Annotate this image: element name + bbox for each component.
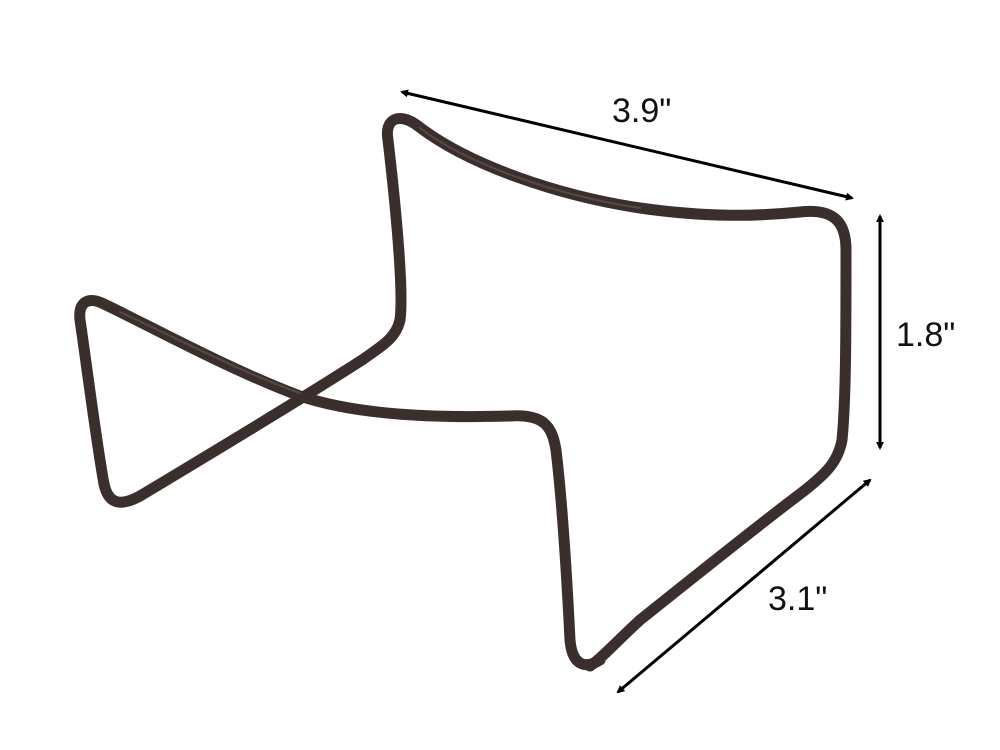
height-dimension: 1.8" [876, 214, 955, 450]
wire-stand-highlight-front [119, 311, 301, 394]
wire-stand [74, 113, 852, 672]
wire-stand-left-side [74, 295, 110, 490]
width-label: 3.9" [612, 92, 671, 130]
depth-label: 3.1" [768, 580, 827, 618]
depth-arrow [616, 478, 872, 694]
height-label: 1.8" [896, 316, 955, 354]
wire-stand-rear-diagonal [98, 314, 406, 508]
wire-stand-front-curve [98, 298, 606, 670]
depth-dimension: 3.1" [616, 478, 872, 694]
width-dimension: 3.9" [400, 89, 854, 201]
width-arrow [400, 89, 854, 201]
